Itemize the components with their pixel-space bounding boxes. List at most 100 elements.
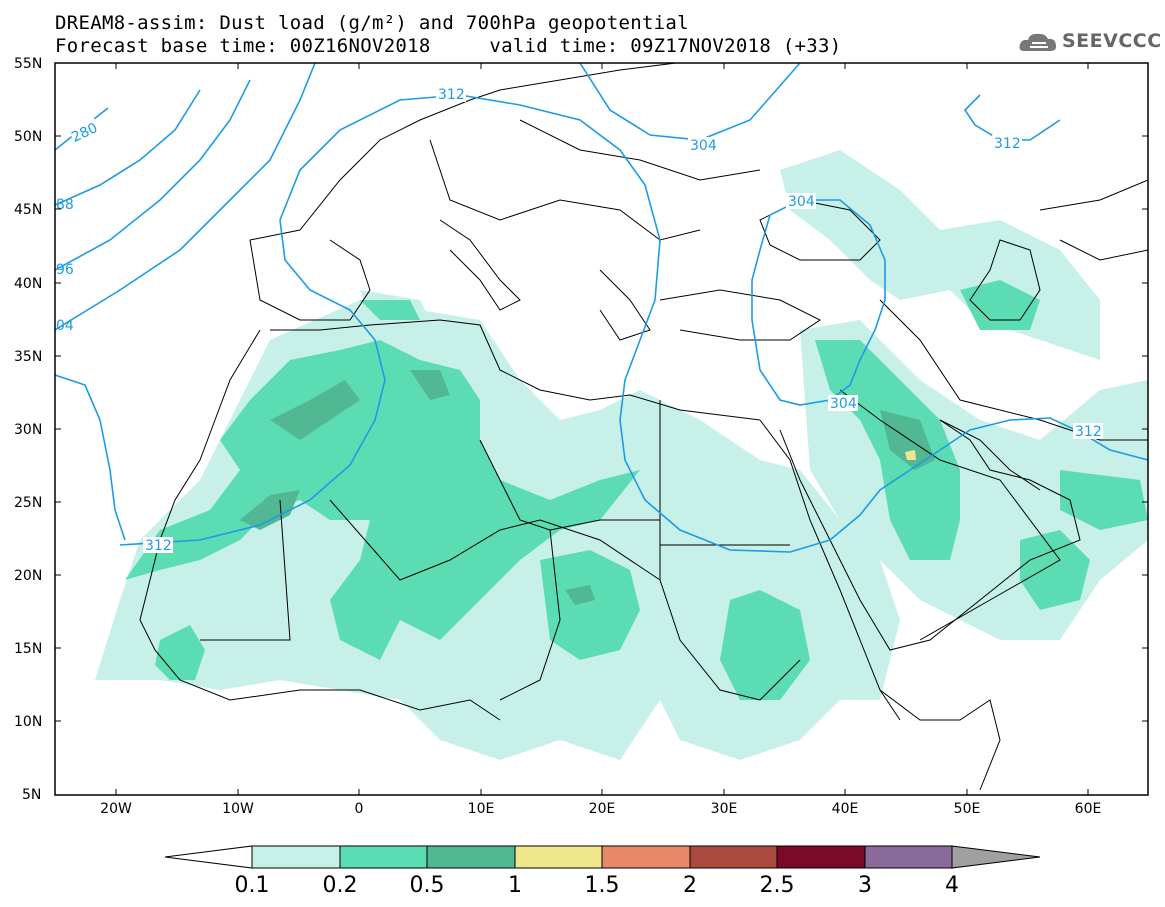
colorbar-segment	[776, 845, 866, 869]
contour-label: 96	[56, 262, 74, 278]
axis-ticks	[55, 62, 1148, 796]
lat-label: 25N	[14, 495, 43, 511]
lon-label: 10E	[467, 801, 495, 817]
geopotential-contours	[55, 63, 1148, 553]
coastline-greece	[599, 269, 651, 341]
coastline-italy	[439, 219, 521, 311]
contour-label: 312	[994, 136, 1021, 152]
lat-label: 55N	[14, 56, 43, 72]
contour-304-west	[55, 63, 316, 331]
contour-288	[55, 89, 201, 206]
colorbar-label: 0.1	[234, 873, 270, 898]
contour-312-west	[119, 94, 1148, 553]
colorbar-label: 2	[683, 873, 697, 898]
colorbar-over-arrow	[951, 845, 1041, 869]
colorbar-label: 2.5	[759, 873, 795, 898]
lon-label: 20E	[588, 801, 616, 817]
colorbar-label: 0.5	[409, 873, 445, 898]
contour-304-east	[579, 63, 801, 141]
cloud-logo-icon	[1019, 33, 1057, 51]
dust-area-dense	[240, 490, 300, 530]
lat-label: 45N	[14, 202, 43, 218]
colorbar-segment	[339, 845, 428, 869]
contour-label: 304	[788, 194, 815, 210]
colorbar-segment	[514, 845, 603, 869]
lon-label: 10W	[222, 801, 254, 817]
lat-label: 20N	[14, 568, 43, 584]
dust-area-yellow	[905, 450, 916, 460]
border-chad	[499, 529, 561, 701]
coastline-west-africa	[139, 329, 501, 721]
contour-label: 312	[438, 87, 465, 103]
colorbar	[164, 845, 1041, 869]
dust-area-medium	[540, 550, 640, 660]
contour-west-312	[55, 374, 126, 541]
contour-labels: 312 280 88 96 04 304 312 304 304 312 312	[56, 86, 1103, 554]
dust-area-medium	[1060, 470, 1148, 530]
border-mali	[200, 499, 291, 641]
contour-296	[55, 79, 251, 271]
lat-label: 5N	[22, 787, 42, 803]
colorbar-label: 1	[508, 873, 522, 898]
colorbar-segment	[689, 845, 778, 869]
lat-label: 15N	[14, 641, 43, 657]
border-sudan	[659, 579, 801, 701]
map-title-line2: Forecast base time: 00Z16NOV2018 valid t…	[55, 35, 842, 57]
contour-label: 04	[56, 318, 74, 334]
lon-label: 0	[354, 801, 364, 817]
contour-label: 312	[145, 538, 172, 554]
coastline-arabia	[779, 419, 1081, 651]
coastline-persian-gulf	[939, 419, 1041, 491]
border-central-asia	[1039, 179, 1148, 261]
coastline-caspian	[969, 239, 1041, 321]
contour-label: 88	[56, 197, 74, 213]
coastline-europe	[249, 63, 681, 241]
contour-304-loop	[751, 199, 886, 406]
colorbar-label: 0.2	[322, 873, 358, 898]
coastline-iberia	[249, 239, 371, 321]
lon-label: 20W	[100, 801, 132, 817]
contour-312-ne	[963, 94, 1061, 141]
colorbar-under-arrow	[164, 845, 253, 869]
dust-area-medium	[960, 280, 1040, 330]
colorbar-label: 4	[945, 873, 959, 898]
colorbar-segment	[426, 845, 516, 869]
lat-label: 30N	[14, 422, 43, 438]
lat-label: 50N	[14, 129, 43, 145]
contour-label: 312	[1075, 424, 1102, 440]
lon-label: 30E	[710, 801, 738, 817]
dust-area-dense	[410, 370, 450, 400]
border-egypt	[659, 400, 790, 580]
border-algeria	[329, 499, 661, 581]
border-iran	[879, 299, 1148, 441]
dust-area-medium	[125, 340, 640, 660]
colorbar-label: 1.5	[584, 873, 620, 898]
dust-area-dense	[270, 380, 360, 440]
lon-label: 60E	[1074, 801, 1102, 817]
logo-text: SEEVCCC	[1062, 30, 1162, 52]
dust-layer	[95, 150, 1148, 760]
contour-label: 304	[830, 396, 857, 412]
lon-label: 40E	[831, 801, 859, 817]
coastlines	[139, 63, 1148, 791]
lat-label: 40N	[14, 276, 43, 292]
dust-area-dense	[880, 410, 935, 470]
coastline-horn	[879, 689, 1001, 791]
coastline-turkey	[659, 289, 821, 341]
dust-area-medium	[155, 625, 205, 680]
contour-label: 304	[690, 138, 717, 154]
map-title-line1: DREAM8-assim: Dust load (g/m²) and 700hP…	[55, 12, 689, 34]
colorbar-segment	[251, 845, 341, 869]
lon-label: 50E	[953, 801, 981, 817]
lat-label: 10N	[14, 714, 43, 730]
colorbar-segment	[864, 845, 953, 869]
dust-area-medium	[1020, 530, 1090, 610]
lat-label: 35N	[14, 349, 43, 365]
border-saudi	[839, 389, 1061, 641]
dust-area-medium	[360, 300, 420, 320]
colorbar-segment	[601, 845, 691, 869]
colorbar-label: 3	[858, 873, 872, 898]
dust-area-dense	[565, 585, 595, 605]
coastline-north-africa	[270, 319, 761, 421]
